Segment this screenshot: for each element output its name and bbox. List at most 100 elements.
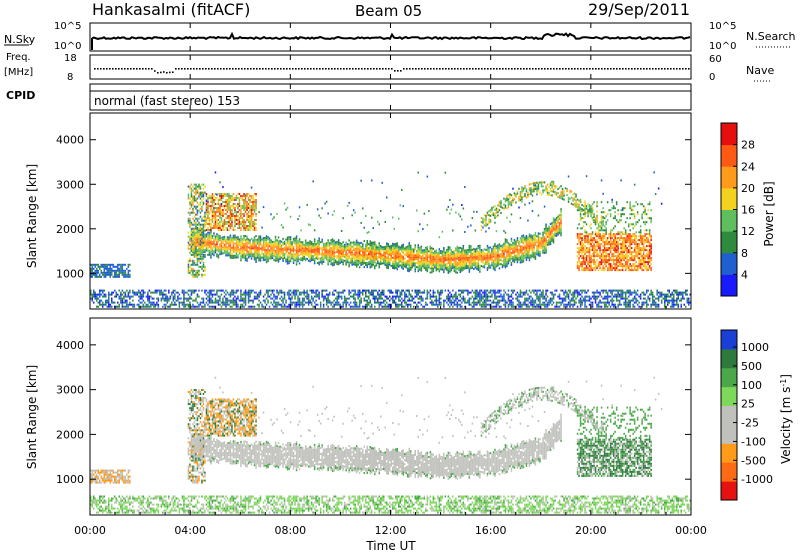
power-cell (411, 266, 413, 269)
power-cell (196, 259, 199, 262)
power-cell (208, 297, 211, 300)
power-cell (374, 255, 376, 258)
power-cell (465, 267, 468, 270)
power-cell (103, 269, 105, 272)
power-cell (363, 260, 365, 263)
power-cell (211, 237, 214, 240)
power-cell (229, 236, 232, 239)
freq-dot (409, 68, 411, 70)
power-cell (381, 297, 383, 300)
power-cell (360, 260, 362, 262)
power-cell (228, 238, 230, 241)
power-cell (244, 293, 247, 296)
power-cell (452, 203, 454, 206)
power-cell (90, 273, 92, 276)
power-cell (408, 264, 410, 267)
power-cell (111, 297, 113, 300)
power-cell (112, 301, 114, 304)
power-cell (395, 297, 397, 300)
power-cell (363, 289, 365, 292)
power-cell (510, 295, 513, 298)
power-cell (349, 247, 352, 250)
power-cell (231, 255, 233, 257)
power-cell (363, 256, 365, 259)
power-cell (283, 291, 286, 294)
power-cell (408, 268, 410, 271)
power-cell (441, 258, 444, 261)
power-cell (399, 291, 401, 294)
power-cell (485, 291, 487, 294)
power-cell (419, 250, 421, 253)
power-cell (210, 236, 212, 239)
freq-dot (130, 68, 132, 70)
power-cell (249, 229, 251, 231)
power-cell (438, 293, 441, 296)
power-cell (298, 250, 301, 253)
power-cell (237, 248, 239, 251)
power-cell (286, 246, 289, 249)
power-cell (471, 295, 474, 298)
power-cell (238, 225, 241, 227)
power-cell (504, 204, 507, 207)
power-cell (204, 289, 206, 292)
power-cell (429, 251, 432, 254)
power-cell (198, 233, 200, 236)
power-cell (380, 255, 382, 257)
power-cell (192, 303, 194, 306)
power-cell (130, 295, 133, 298)
power-cell (250, 299, 253, 302)
power-cell (446, 295, 448, 298)
power-cell (393, 251, 395, 254)
power-cell (437, 252, 439, 255)
power-cell (494, 208, 496, 211)
power-cell (229, 215, 232, 217)
power-cell (250, 253, 253, 256)
power-cell (202, 232, 205, 235)
power-cell (401, 301, 403, 304)
power-cell (213, 254, 215, 257)
power-cell (223, 219, 226, 221)
power-cell (291, 253, 293, 256)
power-cell (234, 211, 236, 213)
power-cell (199, 193, 202, 196)
power-cell (105, 299, 107, 302)
power-cell (461, 301, 463, 304)
power-cell (225, 303, 227, 306)
power-cell (425, 252, 427, 255)
power-cell (497, 214, 499, 217)
power-cell (294, 303, 296, 306)
power-cell (384, 303, 386, 306)
power-cell (486, 258, 489, 261)
power-cell (500, 212, 502, 214)
power-cell (235, 291, 238, 294)
power-cell (309, 224, 311, 227)
power-cell (440, 289, 442, 292)
power-cell (486, 246, 489, 249)
power-cell (417, 230, 419, 233)
power-cell (494, 214, 496, 217)
power-cell (231, 236, 233, 239)
power-cell (480, 265, 483, 267)
power-cell (222, 240, 224, 243)
power-cell (387, 247, 389, 250)
power-cell (354, 293, 356, 296)
power-cell (202, 249, 205, 252)
power-cell (479, 303, 481, 306)
power-cell (232, 234, 235, 237)
power-cell (174, 297, 176, 300)
power-cell (300, 303, 302, 306)
power-cell (387, 305, 389, 308)
power-cell (512, 305, 514, 308)
power-cell (279, 242, 281, 244)
power-cell (199, 211, 202, 214)
power-cell (303, 255, 305, 258)
power-cell (358, 291, 361, 294)
power-cell (240, 243, 242, 246)
power-cell (404, 261, 406, 264)
power-cell (277, 303, 280, 306)
power-cell (199, 203, 202, 206)
power-cell (198, 273, 200, 276)
power-cell (268, 241, 271, 244)
power-cell (244, 245, 247, 248)
power-cell (262, 253, 265, 256)
